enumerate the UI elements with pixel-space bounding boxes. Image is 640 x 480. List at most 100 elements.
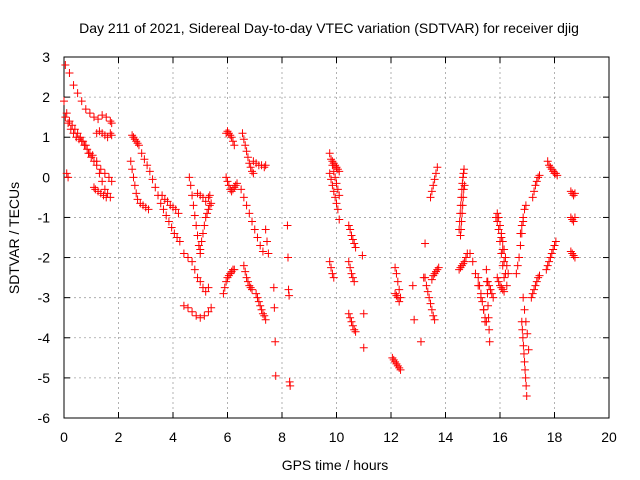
data-point <box>223 273 232 282</box>
data-point <box>519 349 528 358</box>
x-tick-label: 14 <box>438 429 454 445</box>
data-point <box>224 129 233 138</box>
data-point <box>566 247 575 256</box>
data-point <box>553 171 562 180</box>
data-point <box>455 265 464 274</box>
series-arc-be <box>528 171 544 202</box>
series-arc-u <box>249 157 270 172</box>
data-point <box>350 239 359 248</box>
data-point <box>107 119 116 128</box>
series-arc-ah <box>391 263 405 302</box>
data-point <box>241 267 250 276</box>
data-point <box>519 341 528 350</box>
data-point <box>392 291 401 300</box>
data-point <box>66 125 75 134</box>
data-point <box>497 283 506 292</box>
data-point <box>231 181 240 190</box>
data-point <box>204 205 213 214</box>
data-point <box>130 181 139 190</box>
data-point <box>482 265 491 274</box>
data-point <box>459 259 468 268</box>
series-arc-t <box>239 261 257 294</box>
data-point <box>434 263 443 272</box>
x-tick-label: 16 <box>492 429 508 445</box>
data-point <box>512 269 521 278</box>
data-point <box>143 161 152 170</box>
data-point <box>547 249 556 258</box>
data-point <box>427 275 436 284</box>
data-point <box>190 265 199 274</box>
data-point <box>167 223 176 232</box>
series-arc-ap <box>456 181 469 240</box>
data-point <box>518 333 527 342</box>
data-point <box>457 225 466 234</box>
data-point <box>171 205 180 214</box>
data-point <box>204 307 213 316</box>
data-point <box>332 179 341 188</box>
series-arc-ax <box>493 273 509 296</box>
data-point <box>227 187 236 196</box>
series-arc-ag <box>358 251 368 352</box>
data-point <box>497 229 506 238</box>
data-point <box>416 337 425 346</box>
data-point <box>408 281 417 290</box>
data-point <box>521 201 530 210</box>
data-point <box>344 309 353 318</box>
series-arc-k <box>185 173 205 258</box>
data-point <box>333 165 342 174</box>
data-point <box>188 257 197 266</box>
data-point <box>134 141 143 150</box>
data-point <box>433 163 442 172</box>
data-point <box>327 263 336 272</box>
series-arc-ba <box>516 201 530 238</box>
data-point <box>100 169 109 178</box>
data-point <box>520 357 529 366</box>
data-point <box>422 281 431 290</box>
data-point <box>230 265 239 274</box>
data-point <box>335 215 344 224</box>
data-point <box>245 281 254 290</box>
data-point <box>466 249 475 258</box>
data-point <box>498 237 507 246</box>
data-point <box>140 155 149 164</box>
series-arc-am <box>427 263 443 284</box>
series-arc-j <box>179 249 213 296</box>
series-arc-x <box>269 283 280 380</box>
y-tick-label: -1 <box>38 209 51 225</box>
chart-title: Day 211 of 2021, Sidereal Day-to-day VTE… <box>79 20 579 36</box>
data-point <box>328 269 337 278</box>
data-point <box>61 113 70 122</box>
data-point <box>325 257 334 266</box>
data-point <box>532 177 541 186</box>
data-point <box>81 105 90 114</box>
data-point <box>498 285 507 294</box>
data-point <box>421 239 430 248</box>
data-point <box>550 241 559 250</box>
data-point <box>569 191 578 200</box>
x-tick-label: 12 <box>383 429 399 445</box>
data-point <box>504 269 513 278</box>
data-point <box>347 269 356 278</box>
data-point <box>527 293 536 302</box>
data-point <box>388 353 397 362</box>
data-point <box>433 265 442 274</box>
data-point <box>222 173 231 182</box>
data-point <box>224 181 233 190</box>
data-point <box>219 289 228 298</box>
data-point <box>395 285 404 294</box>
data-point <box>253 233 262 242</box>
data-point <box>519 213 528 222</box>
data-point <box>183 303 192 312</box>
data-point <box>183 253 192 262</box>
data-point <box>335 191 344 200</box>
data-point <box>551 169 560 178</box>
data-point <box>252 289 261 298</box>
data-point <box>104 173 113 182</box>
data-point <box>100 185 109 194</box>
data-point <box>459 169 468 178</box>
x-tick-label: 18 <box>547 429 563 445</box>
data-point <box>145 167 154 176</box>
data-point <box>545 257 554 266</box>
data-point <box>193 273 202 282</box>
data-point <box>68 121 77 130</box>
